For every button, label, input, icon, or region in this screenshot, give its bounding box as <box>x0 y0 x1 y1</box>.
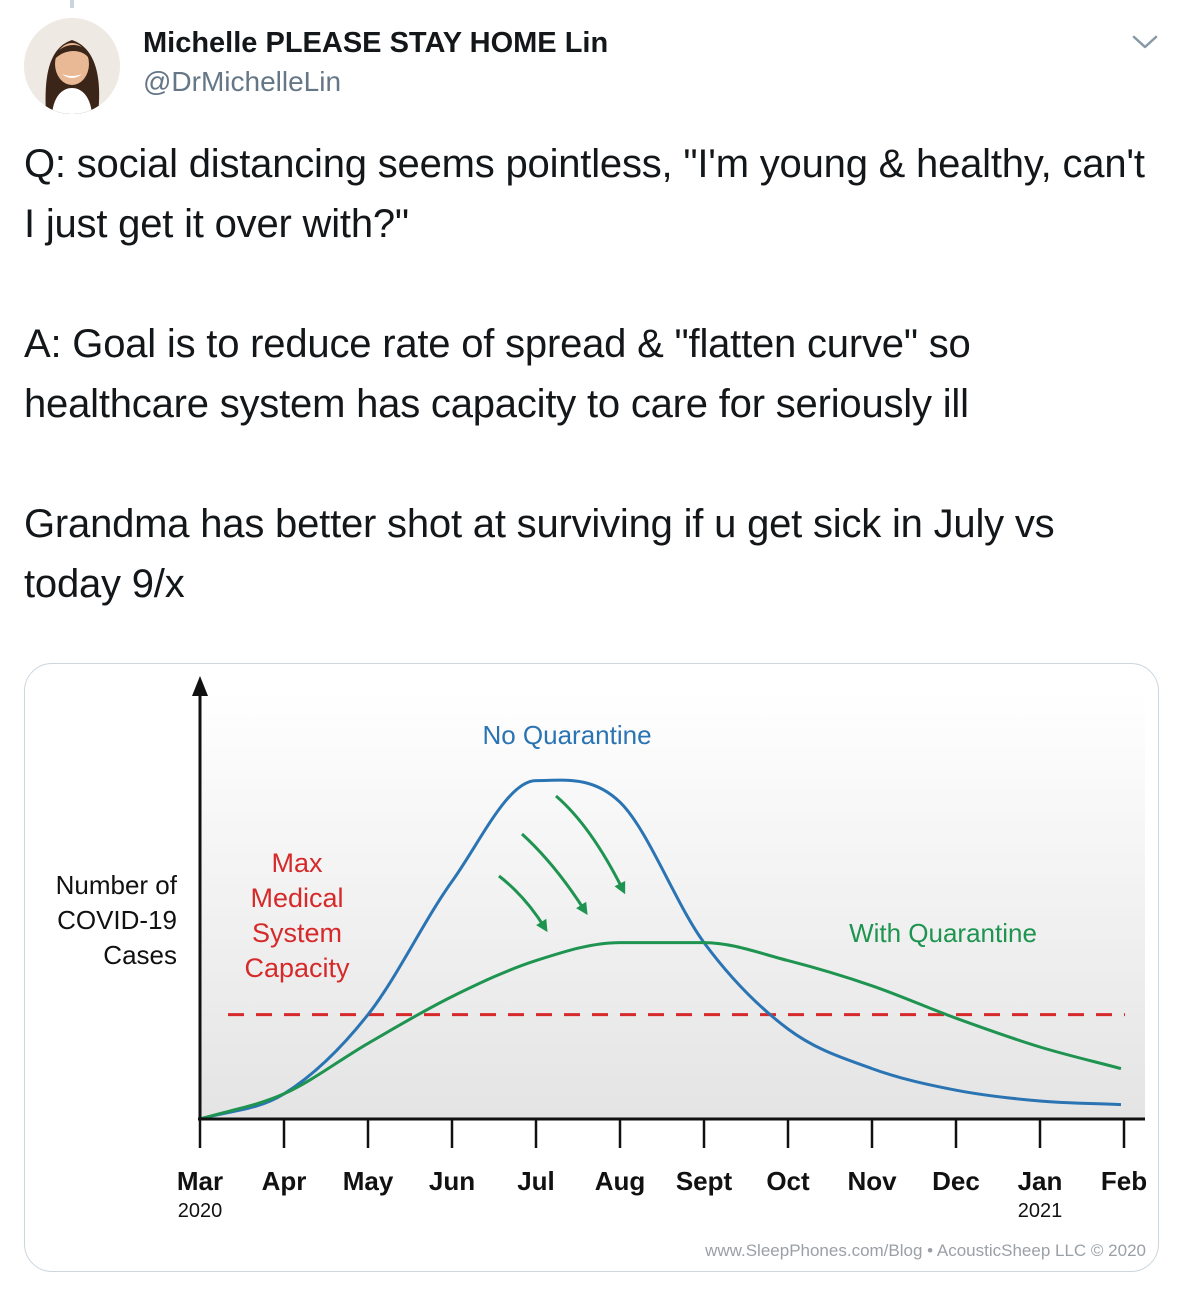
x-tick-label: Dec <box>932 1166 980 1196</box>
thread-connector-line <box>70 0 74 8</box>
x-tick-label: Jul <box>517 1166 555 1196</box>
plot-background <box>200 689 1145 1119</box>
x-tick-label: Sept <box>676 1166 733 1196</box>
capacity-label: Medical <box>250 883 343 913</box>
x-tick-label: Feb <box>1101 1166 1147 1196</box>
flatten-arrow <box>555 794 626 895</box>
x-tick-label: Oct <box>766 1166 810 1196</box>
tweet-text: Q: social distancing seems pointless, "I… <box>24 142 1145 606</box>
flatten-arrow <box>520 832 588 916</box>
capacity-label: System <box>252 918 342 948</box>
x-tick-label: Aug <box>595 1166 646 1196</box>
y-axis-label: Cases <box>103 940 177 970</box>
author-name[interactable]: Michelle PLEASE STAY HOME Lin <box>143 27 609 59</box>
author-handle[interactable]: @DrMichelleLin <box>143 66 342 97</box>
x-tick-label: Jun <box>429 1166 475 1196</box>
y-axis-label: Number of <box>56 870 178 900</box>
x-tick-label: Jan <box>1018 1166 1063 1196</box>
series-label-with-quarantine: With Quarantine <box>849 918 1037 948</box>
x-tick-label: Mar <box>177 1166 223 1196</box>
tweet-media-chart[interactable]: Max Medical System Capacity No Quarantine Wit… <box>24 663 1159 1272</box>
series-line-no-quarantine <box>199 778 1122 1121</box>
avatar-image <box>24 18 120 114</box>
chart-svg: Max Medical System Capacity No Quarantine Wit… <box>56 676 1147 1260</box>
y-axis-label: COVID-19 <box>57 905 177 935</box>
more-options-chevron-icon[interactable] <box>1130 30 1160 54</box>
capacity-label: Max <box>271 848 323 878</box>
x-tick-year-label: 2021 <box>1018 1200 1063 1222</box>
chart-credit: www.SleepPhones.com/Blog • AcousticSheep… <box>704 1241 1146 1260</box>
y-axis-arrow <box>192 676 208 696</box>
series-label-no-quarantine: No Quarantine <box>482 720 651 750</box>
series-line-with-quarantine <box>199 941 1122 1121</box>
flatten-arrow <box>498 874 548 933</box>
avatar[interactable] <box>24 18 120 114</box>
x-tick-label: May <box>343 1166 394 1196</box>
x-tick-label: Apr <box>262 1166 307 1196</box>
x-tick-year-label: 2020 <box>178 1200 223 1222</box>
x-tick-label: Nov <box>847 1166 897 1196</box>
capacity-label: Capacity <box>244 953 350 983</box>
